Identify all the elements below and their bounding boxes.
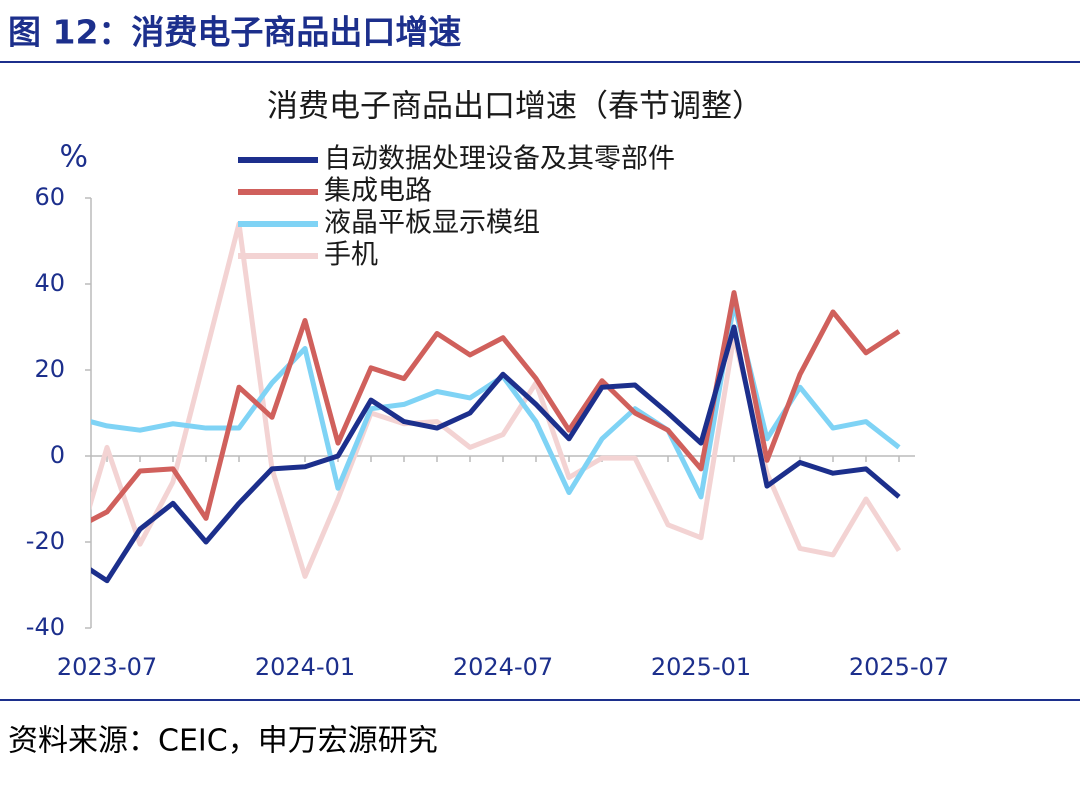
y-tick-label: 60 — [34, 183, 65, 211]
legend-label: 液晶平板显示模组 — [324, 208, 540, 239]
series-group — [91, 221, 902, 584]
x-tick-label: 2024-01 — [255, 653, 355, 681]
chart-title: 消费电子商品出口增速（春节调整） — [267, 89, 763, 125]
series-line — [91, 290, 901, 524]
series-line — [91, 324, 901, 584]
header-title: 图 12：消费电子商品出口增速 — [8, 13, 461, 52]
x-tick-label: 2023-07 — [57, 653, 157, 681]
y-axis-label: % — [59, 140, 88, 175]
y-tick-label: -40 — [26, 613, 65, 641]
y-tick-label: -20 — [26, 527, 65, 555]
legend-label: 手机 — [324, 240, 378, 271]
x-tick-label: 2025-07 — [849, 653, 949, 681]
footer-source: 资料来源：CEIC，申万宏源研究 — [8, 724, 438, 759]
x-tick-label: 2024-07 — [453, 653, 553, 681]
y-tick-label: 20 — [34, 355, 65, 383]
y-tick-label: 40 — [34, 269, 65, 297]
legend-label: 自动数据处理设备及其零部件 — [324, 144, 675, 175]
y-tick-label: 0 — [50, 441, 65, 469]
legend-label: 集成电路 — [324, 176, 432, 207]
x-tick-label: 2025-01 — [651, 653, 751, 681]
series-line — [91, 221, 902, 579]
series-line — [91, 300, 901, 500]
